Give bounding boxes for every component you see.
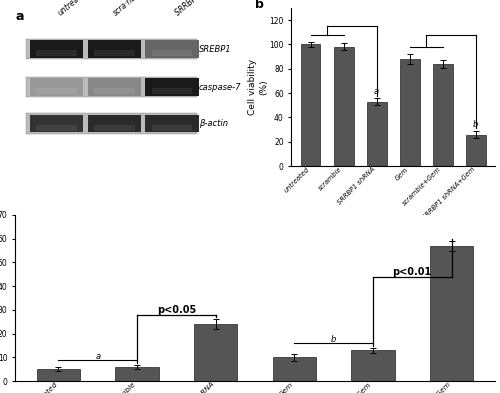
Text: a: a xyxy=(16,10,24,23)
Text: b: b xyxy=(473,119,478,129)
Bar xyxy=(88,78,141,96)
Bar xyxy=(466,134,485,166)
Text: SREBP1: SREBP1 xyxy=(199,44,232,53)
Bar xyxy=(146,78,199,96)
Bar xyxy=(300,44,320,166)
Bar xyxy=(116,367,158,381)
Bar xyxy=(272,358,316,381)
Text: b: b xyxy=(254,0,264,11)
Bar xyxy=(152,50,192,56)
Bar xyxy=(146,115,199,132)
Bar xyxy=(430,246,473,381)
Bar xyxy=(30,78,84,96)
Text: scra·nble: scra·nble xyxy=(111,0,144,18)
Bar xyxy=(88,115,141,132)
Bar xyxy=(36,50,77,56)
Text: β-actin: β-actin xyxy=(199,119,228,128)
Bar xyxy=(26,113,196,134)
Text: a: a xyxy=(95,352,100,361)
Bar xyxy=(26,77,196,97)
Bar xyxy=(334,47,353,166)
Bar xyxy=(94,125,134,130)
Text: SRRBP1 shRNA: SRRBP1 shRNA xyxy=(173,0,223,18)
Bar xyxy=(30,40,84,58)
Bar xyxy=(400,59,419,166)
Bar xyxy=(30,115,84,132)
Bar xyxy=(367,102,386,166)
Bar xyxy=(433,64,452,166)
Bar xyxy=(26,39,196,59)
Bar xyxy=(94,50,134,56)
Bar xyxy=(88,40,141,58)
Text: caspase-7: caspase-7 xyxy=(199,83,242,92)
Bar xyxy=(37,369,80,381)
Bar xyxy=(146,40,199,58)
Text: b: b xyxy=(331,335,336,344)
Text: a: a xyxy=(374,87,379,96)
Text: p<0.05: p<0.05 xyxy=(157,305,196,315)
Bar xyxy=(194,324,238,381)
Bar xyxy=(352,350,395,381)
Text: p<0.01: p<0.01 xyxy=(392,267,432,277)
Bar xyxy=(94,88,134,94)
Bar xyxy=(36,125,77,130)
Text: untreated: untreated xyxy=(56,0,90,18)
Bar xyxy=(36,88,77,94)
Bar xyxy=(152,125,192,130)
Y-axis label: Cell viability
(%): Cell viability (%) xyxy=(248,59,268,115)
Bar xyxy=(152,88,192,94)
